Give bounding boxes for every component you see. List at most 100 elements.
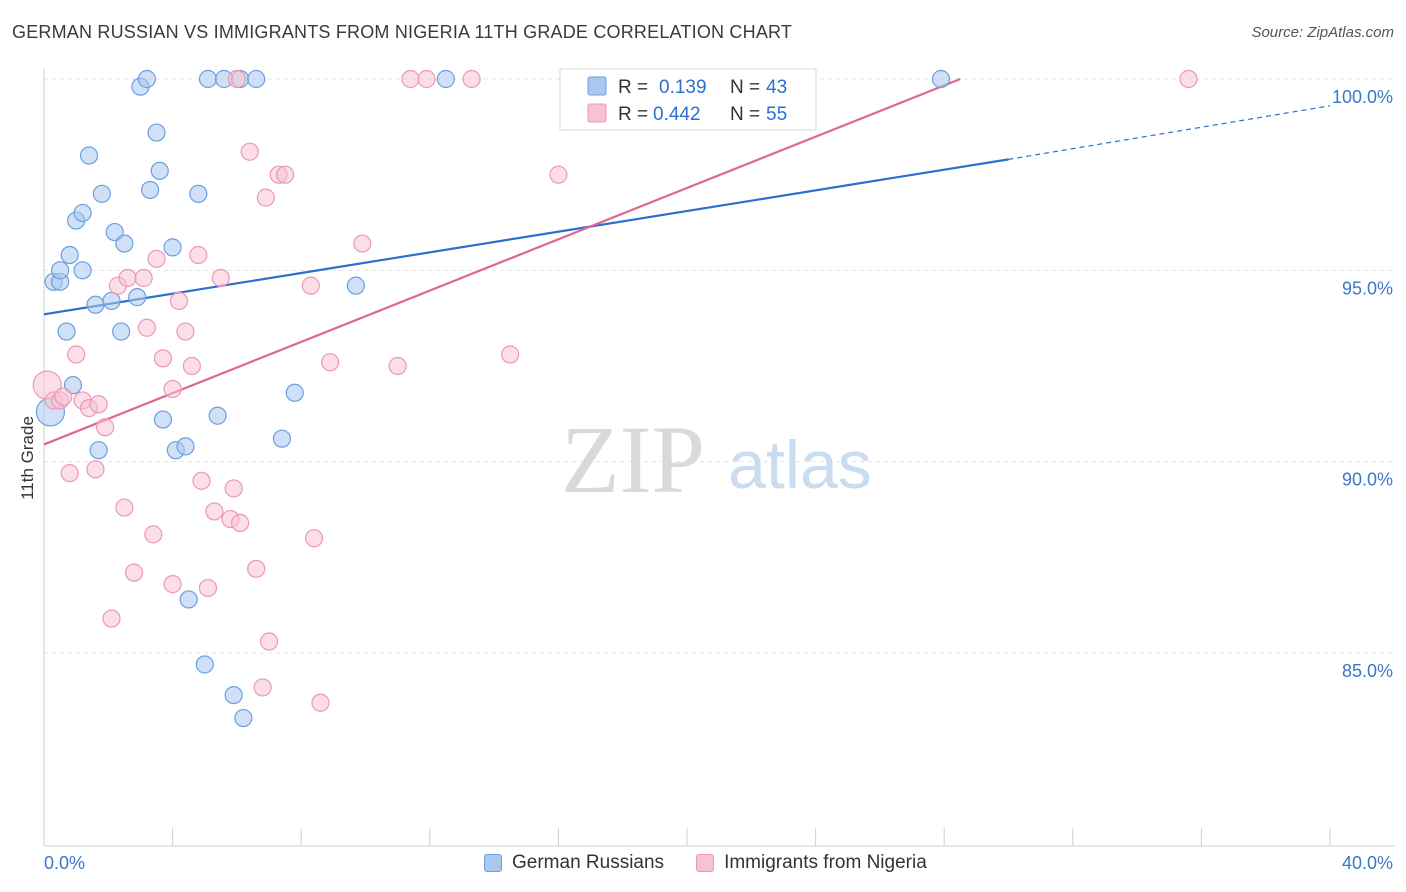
legend-r-value-2: 0.442 (653, 104, 701, 125)
legend-n-label-1: N = (730, 77, 760, 98)
legend-label-german-russians: German Russians (512, 852, 665, 873)
point-german-russians-24 (153, 410, 173, 429)
data-points (32, 69, 1198, 728)
point-german-russians-8 (73, 203, 92, 223)
y-tick-label-1: 90.0% (1342, 470, 1393, 490)
point-german-russians-29 (189, 184, 208, 203)
x-tick-label-1: 40.0% (1342, 853, 1393, 873)
point-immigrants-nigeria-15 (124, 563, 144, 582)
point-immigrants-nigeria-35 (240, 142, 259, 161)
point-immigrants-nigeria-19 (147, 249, 166, 268)
point-german-russians-28 (179, 590, 198, 609)
point-german-russians-23 (150, 161, 169, 180)
legend-r-value-1: 0.139 (659, 77, 707, 98)
watermark: ZIP atlas (561, 406, 872, 513)
legend-swatch-immigrants-nigeria (696, 854, 715, 872)
legend-swatch-german-russians (484, 854, 502, 872)
y-tick-labels: 85.0% 90.0% 95.0% 100.0% (1332, 87, 1393, 681)
point-immigrants-nigeria-21 (163, 575, 182, 594)
point-immigrants-nigeria-32 (224, 479, 243, 498)
point-immigrants-nigeria-49 (417, 69, 436, 89)
point-immigrants-nigeria-16 (134, 268, 153, 288)
point-immigrants-nigeria-26 (189, 245, 208, 265)
trend-line-immigrants-nigeria (43, 77, 961, 446)
point-immigrants-nigeria-20 (153, 349, 173, 368)
point-german-russians-36 (234, 708, 253, 728)
point-immigrants-nigeria-18 (144, 525, 163, 544)
point-immigrants-nigeria-3 (54, 387, 73, 406)
point-german-russians-22 (147, 123, 166, 142)
point-immigrants-nigeria-36 (247, 559, 266, 578)
point-german-russians-18 (128, 288, 147, 307)
point-immigrants-nigeria-14 (118, 268, 137, 288)
legend-item-immigrants-nigeria[interactable]: Immigrants from Nigeria (696, 852, 927, 874)
point-german-russians-30 (195, 655, 214, 674)
watermark-zip: ZIP (561, 406, 705, 513)
point-immigrants-nigeria-51 (501, 345, 520, 364)
point-immigrants-nigeria-43 (304, 529, 324, 548)
point-german-russians-25 (163, 238, 182, 257)
trend-lines (43, 77, 1331, 446)
point-german-russians-42 (931, 69, 951, 89)
point-german-russians-10 (79, 146, 99, 165)
legend-label-immigrants-nigeria: Immigrants from Nigeria (724, 852, 927, 873)
point-immigrants-nigeria-52 (549, 165, 568, 184)
point-german-russians-9 (73, 261, 92, 280)
point-immigrants-nigeria-50 (462, 69, 481, 89)
source-label: Source: ZipAtlas.com (1251, 24, 1394, 41)
legend-item-german-russians[interactable]: German Russians (484, 852, 664, 874)
point-german-russians-38 (272, 429, 292, 448)
point-immigrants-nigeria-22 (163, 379, 182, 399)
point-immigrants-nigeria-33 (227, 69, 246, 89)
point-immigrants-nigeria-13 (115, 498, 134, 517)
legend-r-label-1: R = (618, 77, 648, 98)
point-immigrants-nigeria-27 (192, 471, 211, 490)
point-immigrants-nigeria-34 (231, 513, 250, 532)
point-german-russians-32 (208, 406, 227, 425)
point-immigrants-nigeria-11 (102, 609, 121, 628)
point-german-russians-40 (346, 276, 365, 295)
point-immigrants-nigeria-46 (353, 234, 372, 253)
point-german-russians-27 (176, 437, 195, 456)
point-immigrants-nigeria-48 (401, 69, 420, 89)
chart-title: GERMAN RUSSIAN VS IMMIGRANTS FROM NIGERI… (12, 22, 793, 42)
point-german-russians-20 (137, 69, 156, 89)
legend-swatch-blue (587, 76, 607, 96)
point-immigrants-nigeria-54 (1179, 69, 1198, 89)
point-immigrants-nigeria-25 (182, 356, 201, 376)
trend-line-german-russians (43, 158, 1009, 316)
legend-swatch-pink (587, 103, 607, 123)
legend-n-value-2: 55 (766, 104, 787, 125)
point-german-russians-37 (247, 69, 266, 89)
gridlines (44, 78, 1395, 654)
point-immigrants-nigeria-44 (311, 693, 330, 712)
point-immigrants-nigeria-10 (95, 418, 115, 437)
point-immigrants-nigeria-9 (89, 395, 108, 414)
point-immigrants-nigeria-38 (256, 188, 275, 207)
point-immigrants-nigeria-17 (137, 318, 156, 337)
legend-box: R = 0.139 N = 43 R = 0.442 N = 55 (559, 68, 817, 131)
point-immigrants-nigeria-8 (86, 460, 105, 479)
point-immigrants-nigeria-47 (388, 356, 407, 376)
trend-line-german-russians-extension (1008, 105, 1331, 160)
point-german-russians-11 (86, 295, 105, 314)
y-tick-label-3: 100.0% (1332, 87, 1393, 107)
point-german-russians-17 (115, 234, 134, 253)
point-immigrants-nigeria-41 (276, 165, 295, 184)
point-immigrants-nigeria-5 (67, 345, 86, 364)
point-german-russians-4 (57, 322, 76, 341)
point-german-russians-21 (140, 180, 160, 200)
point-german-russians-5 (60, 245, 79, 265)
point-german-russians-12 (89, 441, 108, 460)
point-immigrants-nigeria-42 (301, 276, 320, 295)
bottom-legend: German Russians Immigrants from Nigeria (484, 852, 959, 874)
legend-n-label-2: N = (730, 104, 760, 125)
point-german-russians-16 (112, 322, 131, 341)
point-immigrants-nigeria-24 (176, 322, 195, 341)
x-tick-labels: 0.0% 40.0% (44, 853, 1393, 873)
axes (43, 68, 1395, 847)
point-german-russians-34 (224, 685, 243, 705)
point-immigrants-nigeria-30 (211, 268, 230, 288)
y-axis-label: 11th Grade (18, 416, 37, 500)
